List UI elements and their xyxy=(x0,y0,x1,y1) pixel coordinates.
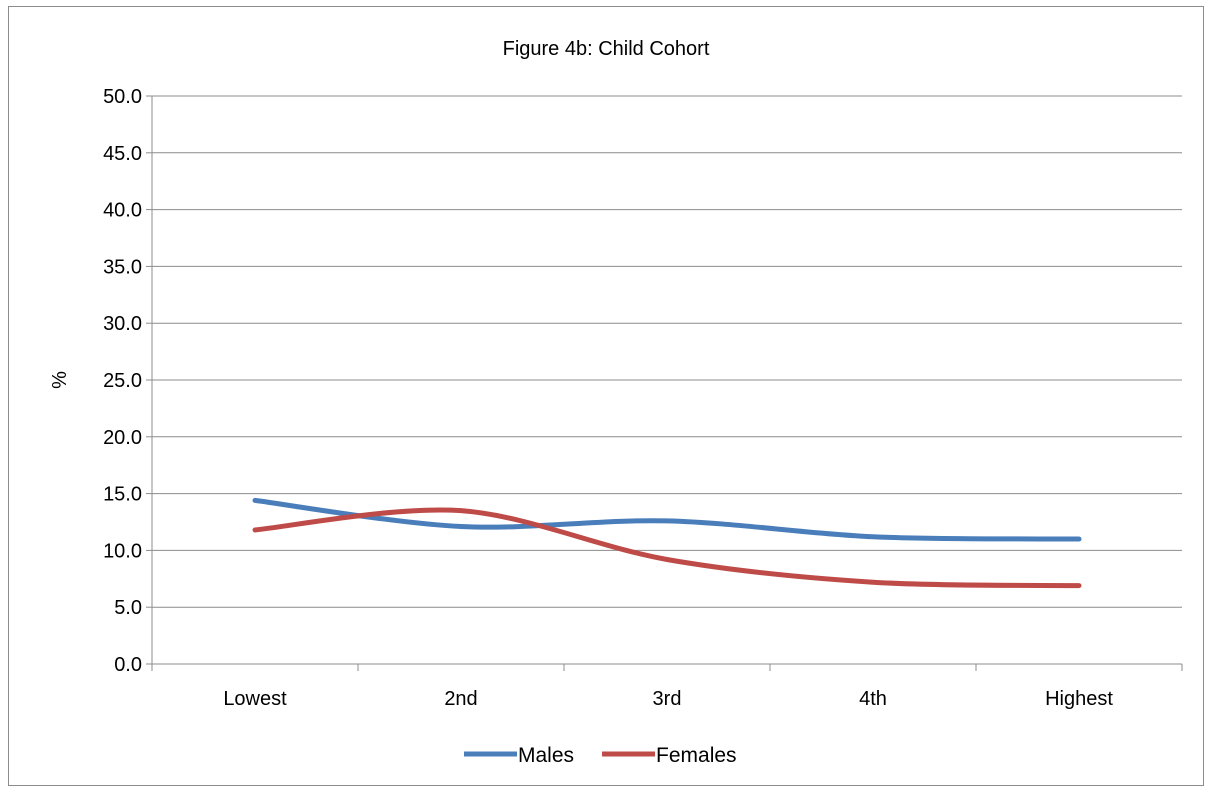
chart-frame xyxy=(8,6,1204,786)
legend-label: Males xyxy=(518,744,574,767)
y-axis-ticks: 0.0 5.0 10.0 15.0 20.0 25.0 30.0 35.0 40.0 45.0 50… xyxy=(103,86,152,676)
x-tick-label: Highest xyxy=(1045,688,1113,710)
x-tick-label: 3rd xyxy=(653,688,682,710)
x-tick-label: 2nd xyxy=(444,688,477,710)
series-line-males xyxy=(252,497,1082,542)
y-tick-label: 5.0 xyxy=(114,597,142,619)
chart-title: Figure 4b: Child Cohort xyxy=(503,38,710,60)
x-axis-ticks: Lowest 2nd 3rd 4th Highest xyxy=(151,664,1183,710)
y-tick-label: 20.0 xyxy=(103,427,142,449)
x-tick-label: Lowest xyxy=(223,688,287,710)
series-lines xyxy=(252,497,1082,589)
gridlines xyxy=(152,95,1182,608)
y-tick-label: 30.0 xyxy=(103,313,142,335)
y-tick-label: 10.0 xyxy=(103,540,142,562)
y-tick-label: 45.0 xyxy=(103,143,142,165)
x-tick-label: 4th xyxy=(859,688,887,710)
y-tick-label: 15.0 xyxy=(103,484,142,506)
y-tick-label: 40.0 xyxy=(103,200,142,222)
legend: Males Females xyxy=(464,744,737,767)
series-line-females xyxy=(252,507,1082,589)
y-tick-label: 0.0 xyxy=(114,654,142,676)
y-axis-label: % xyxy=(49,371,71,389)
y-tick-label: 25.0 xyxy=(103,370,142,392)
y-tick-label: 50.0 xyxy=(103,86,142,108)
legend-label: Females xyxy=(656,744,737,767)
y-tick-label: 35.0 xyxy=(103,256,142,278)
